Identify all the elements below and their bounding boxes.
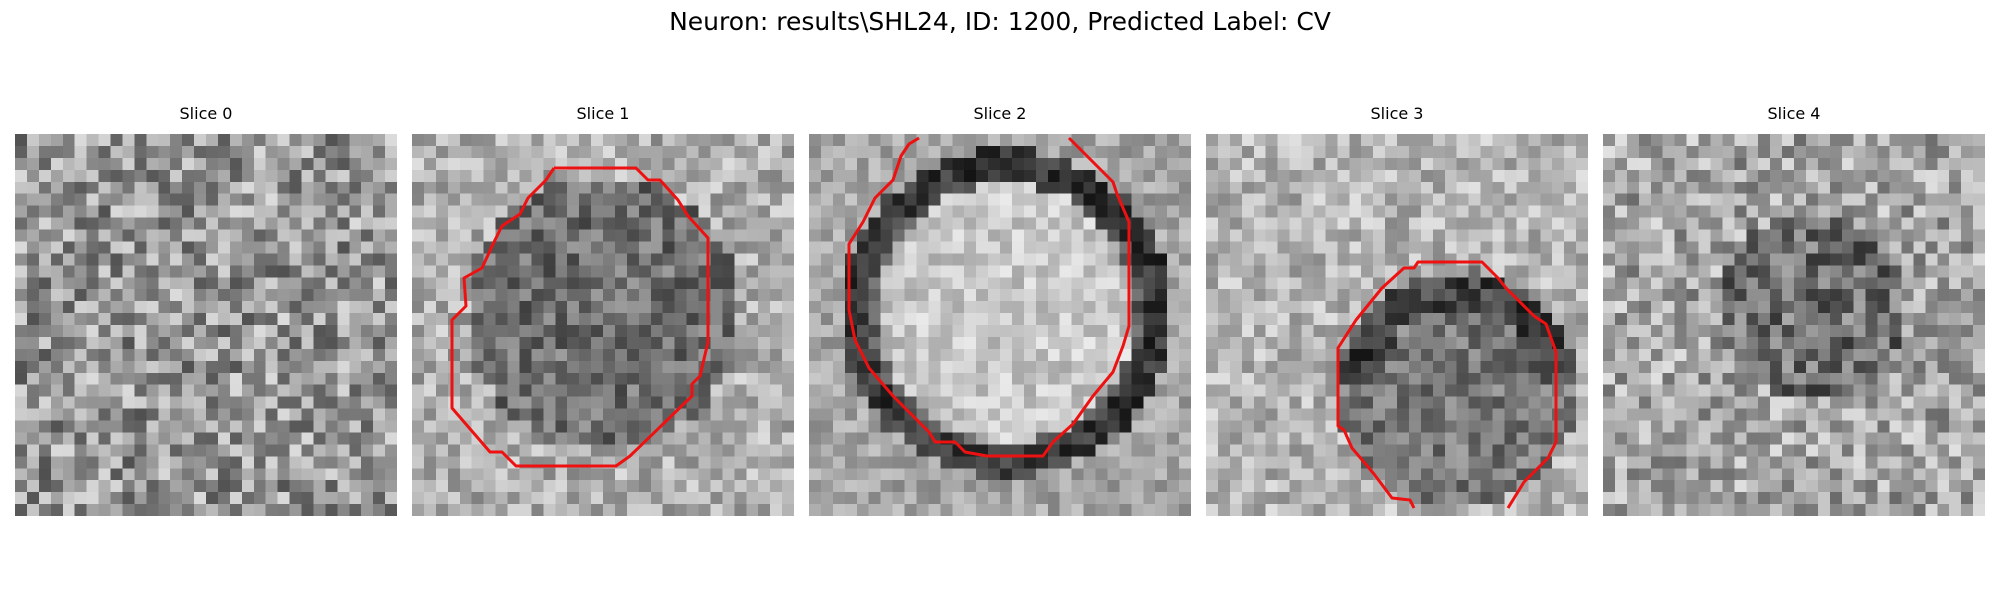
slice-pixels bbox=[15, 134, 397, 516]
slice-title-0: Slice 0 bbox=[179, 104, 233, 123]
segmentation-contour bbox=[450, 166, 710, 468]
slice-image-2 bbox=[809, 134, 1191, 516]
slice-title-2: Slice 2 bbox=[973, 104, 1027, 123]
segmentation-contour bbox=[1336, 260, 1558, 509]
slice-pixels bbox=[1603, 134, 1985, 516]
figure-title: Neuron: results\SHL24, ID: 1200, Predict… bbox=[669, 7, 1331, 36]
slice-title-4: Slice 4 bbox=[1767, 104, 1821, 123]
slice-panel-1: Slice 1 bbox=[412, 104, 794, 516]
slice-pixels bbox=[1206, 134, 1588, 516]
segmentation-contour bbox=[847, 136, 1131, 458]
slice-image-0 bbox=[15, 134, 397, 516]
slice-image-4 bbox=[1603, 134, 1985, 516]
slice-image-3 bbox=[1206, 134, 1588, 516]
slice-pixels bbox=[412, 134, 794, 516]
slice-image-1 bbox=[412, 134, 794, 516]
slice-panel-2: Slice 2 bbox=[809, 104, 1191, 516]
slice-pixels bbox=[809, 134, 1191, 516]
slice-panel-0: Slice 0 bbox=[15, 104, 397, 516]
slice-panel-3: Slice 3 bbox=[1206, 104, 1588, 516]
slice-title-1: Slice 1 bbox=[576, 104, 630, 123]
slice-panel-4: Slice 4 bbox=[1603, 104, 1985, 516]
slice-title-3: Slice 3 bbox=[1370, 104, 1424, 123]
